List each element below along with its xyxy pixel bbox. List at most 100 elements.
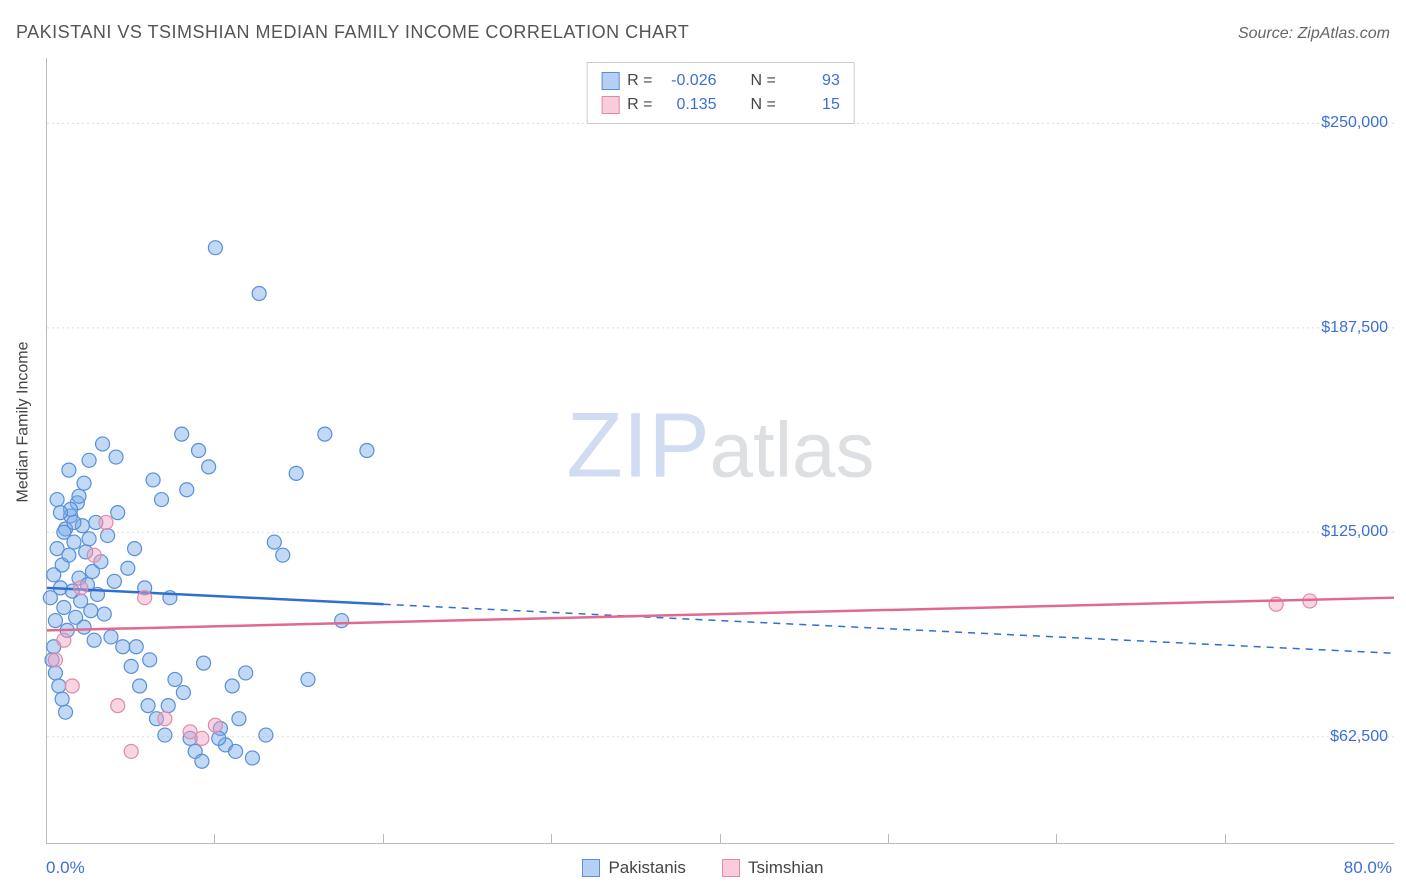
x-tick: [551, 834, 552, 844]
series-label-tsimshian: Tsimshian: [748, 858, 824, 878]
data-point: [65, 679, 79, 693]
data-point: [77, 620, 91, 634]
series-legend-tsimshian: Tsimshian: [722, 858, 824, 878]
data-point: [195, 754, 209, 768]
data-point: [146, 473, 160, 487]
y-tick-label: $125,000: [1321, 523, 1388, 541]
data-point: [48, 653, 62, 667]
series-label-pakistanis: Pakistanis: [608, 858, 685, 878]
legend-row-tsimshian: R = 0.135 N = 15: [601, 93, 840, 117]
data-point: [195, 731, 209, 745]
legend-swatch-pakistanis: [601, 72, 619, 90]
data-point: [197, 656, 211, 670]
series-legend: Pakistanis Tsimshian: [0, 858, 1406, 878]
data-point: [141, 699, 155, 713]
data-point: [208, 241, 222, 255]
data-point: [208, 718, 222, 732]
data-point: [161, 699, 175, 713]
data-point: [129, 640, 143, 654]
legend-R-label: R =: [627, 93, 652, 117]
data-point: [72, 489, 86, 503]
data-point: [99, 515, 113, 529]
data-point: [239, 666, 253, 680]
data-point: [48, 614, 62, 628]
data-point: [154, 493, 168, 507]
series-legend-pakistanis: Pakistanis: [582, 858, 685, 878]
data-point: [121, 561, 135, 575]
data-point: [50, 493, 64, 507]
legend-N-label: N =: [751, 93, 776, 117]
y-tick-label: $250,000: [1321, 114, 1388, 132]
legend-N-val-0: 93: [784, 69, 840, 93]
data-point: [57, 601, 71, 615]
data-point: [62, 548, 76, 562]
data-point: [77, 476, 91, 490]
y-axis-label: Median Family Income: [14, 342, 32, 503]
data-point: [229, 744, 243, 758]
data-point: [59, 705, 73, 719]
x-tick: [383, 834, 384, 844]
data-point: [180, 483, 194, 497]
data-point: [175, 427, 189, 441]
data-point: [276, 548, 290, 562]
data-point: [318, 427, 332, 441]
data-point: [87, 548, 101, 562]
data-point: [212, 731, 226, 745]
data-point: [52, 679, 66, 693]
data-point: [158, 728, 172, 742]
legend-swatch-tsimshian: [601, 96, 619, 114]
data-point: [82, 532, 96, 546]
data-point: [267, 535, 281, 549]
data-point: [124, 659, 138, 673]
y-tick-label: $187,500: [1321, 319, 1388, 337]
data-point: [62, 463, 76, 477]
legend-N-val-1: 15: [784, 93, 840, 117]
data-point: [124, 744, 138, 758]
legend-R-val-0: -0.026: [661, 69, 717, 93]
data-point: [128, 542, 142, 556]
data-point: [48, 666, 62, 680]
data-point: [111, 506, 125, 520]
x-tick: [720, 834, 721, 844]
data-point: [232, 712, 246, 726]
series-swatch-pakistanis: [582, 859, 600, 877]
data-point: [87, 633, 101, 647]
data-point: [101, 529, 115, 543]
data-point: [176, 686, 190, 700]
trend-line-extrapolated: [384, 604, 1394, 653]
data-point: [109, 450, 123, 464]
data-point: [259, 728, 273, 742]
chart-svg: [47, 58, 1394, 843]
x-tick: [1225, 834, 1226, 844]
data-point: [111, 699, 125, 713]
data-point: [301, 672, 315, 686]
source-label: Source: ZipAtlas.com: [1238, 25, 1390, 43]
data-point: [143, 653, 157, 667]
y-axis-label-wrap: Median Family Income: [10, 0, 36, 844]
data-point: [82, 453, 96, 467]
legend-R-val-1: 0.135: [661, 93, 717, 117]
y-tick-label: $62,500: [1330, 728, 1388, 746]
data-point: [57, 633, 71, 647]
data-point: [84, 604, 98, 618]
data-point: [53, 506, 67, 520]
x-tick: [214, 834, 215, 844]
x-tick: [888, 834, 889, 844]
data-point: [107, 574, 121, 588]
data-point: [55, 692, 69, 706]
data-point: [202, 460, 216, 474]
legend-row-pakistanis: R = -0.026 N = 93: [601, 69, 840, 93]
chart-title: PAKISTANI VS TSIMSHIAN MEDIAN FAMILY INC…: [16, 22, 689, 43]
data-point: [133, 679, 147, 693]
data-point: [192, 444, 206, 458]
data-point: [168, 672, 182, 686]
data-point: [289, 466, 303, 480]
data-point: [335, 614, 349, 628]
data-point: [360, 444, 374, 458]
legend-N-label: N =: [751, 69, 776, 93]
data-point: [245, 751, 259, 765]
data-point: [158, 712, 172, 726]
correlation-legend: R = -0.026 N = 93 R = 0.135 N = 15: [586, 62, 855, 124]
data-point: [116, 640, 130, 654]
data-point: [96, 437, 110, 451]
